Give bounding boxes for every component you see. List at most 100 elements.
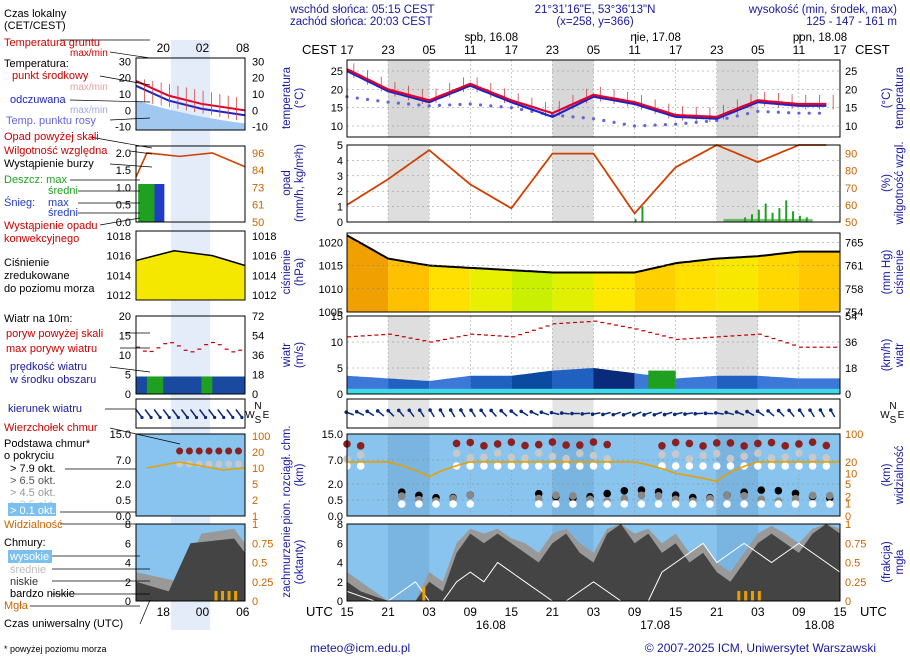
prec-rain-bar-7 — [792, 211, 795, 222]
axis-utc-hour-12: 15 — [833, 605, 847, 619]
legend-cbase-top-4 — [215, 447, 223, 455]
cbase-okt45-430 — [637, 491, 646, 500]
cloud-tick-right-3: 0.75 — [845, 538, 866, 550]
temp-dew-point-120 — [427, 104, 431, 108]
legend-wdir-head-10 — [231, 415, 235, 420]
legend-convective: Wystąpienie opadu — [4, 220, 97, 232]
legend-cbase-mid-5 — [225, 460, 233, 468]
legend-perceived: odczuwana — [10, 94, 67, 106]
temp-dew-point-45 — [376, 99, 380, 103]
cbase-okt65-36 — [589, 451, 598, 460]
legend-wdir-head-4 — [176, 415, 180, 420]
prec-humidity-line — [346, 144, 827, 215]
legend-storm: Wystąpienie burzy — [4, 158, 94, 170]
legend-cloud-tick-l-2: 4 — [125, 558, 131, 570]
axis-day-top-2: pon, 18.08 — [793, 32, 847, 44]
legend-utc-hour-1: 00 — [196, 605, 210, 619]
cbase-top-2 — [356, 442, 365, 450]
cbase-okt65-34 — [576, 449, 584, 458]
legend-visibility: Widzialność — [4, 519, 63, 531]
legend-pres-tick-l-1: 1014 — [107, 270, 131, 282]
cbase-okt45-555 — [723, 491, 731, 500]
cbase-okt25-80 — [397, 500, 406, 508]
legend-gust-above: poryw powyżej skali — [6, 328, 103, 340]
legend-temp-tick-r-1: 0 — [252, 105, 258, 117]
footer-email[interactable]: meteo@icm.edu.pl — [310, 641, 410, 655]
cbase-okt65-60 — [754, 449, 762, 457]
cbase-top-54 — [712, 439, 721, 447]
legend-prec-tick-l-3: 1.5 — [116, 165, 131, 177]
cbase-okt01-66 — [795, 462, 803, 470]
cbase-okt25-680 — [808, 500, 817, 508]
axis-utc-hour-5: 21 — [546, 605, 560, 619]
legend-pres-tick-r-0: 1012 — [252, 290, 276, 302]
cbase-okt65-64 — [781, 453, 790, 461]
wdir-head-0 — [344, 410, 349, 414]
temp-dew-point-660 — [797, 111, 801, 115]
left-axis-label-pressure-1: (hPa) — [294, 258, 306, 286]
legend-wind-tick-l-4: 20 — [119, 311, 131, 323]
wdir-frame — [346, 398, 841, 429]
legend-local-hour-0: 20 — [157, 41, 171, 55]
cloud-fog-bar-early — [422, 587, 426, 601]
cbase-okt45-280 — [534, 494, 543, 503]
legend-okt-3: > 4.5 okt. — [10, 487, 56, 499]
temp-dew-point-135 — [437, 103, 442, 107]
cbase-okt65-24 — [507, 453, 516, 462]
pres-tick-right-3: 765 — [845, 237, 863, 249]
cloud-tick-right-2: 0.5 — [845, 558, 860, 570]
axis-local-hour-11: 11 — [793, 43, 806, 57]
wind-area-5 — [552, 368, 594, 394]
cbase-okt65-2 — [356, 450, 365, 459]
coords-text: 21°31'16"E, 53°36'13"N — [535, 4, 656, 16]
legend-cbase-top-3 — [205, 447, 213, 455]
temp-dew-point-240 — [509, 106, 513, 110]
prec-night-0 — [388, 145, 430, 222]
legend-okt-1: > 7.9 okt. — [10, 463, 56, 475]
cbase-okt25-430 — [637, 500, 646, 508]
legend-cbase-top-2 — [195, 447, 203, 455]
cbase-top-28 — [534, 440, 543, 449]
cbase-okt65-56 — [726, 454, 735, 463]
cbase-top-18 — [466, 438, 475, 447]
legend-prec-tick-r-4: 96 — [252, 148, 264, 160]
legend-wdir-arrow-9 — [217, 409, 225, 418]
prec-tick-left-2: 2 — [337, 186, 343, 198]
legend-panel-cbase-bg — [136, 434, 245, 516]
legend-convective-2: konwekcyjnego — [4, 233, 79, 245]
cbase-top-70 — [822, 441, 831, 450]
compass-w: W — [880, 410, 890, 421]
cbase-okt65-38 — [603, 455, 611, 463]
temp-dew-point-495 — [684, 121, 688, 125]
temp-dew-point-15 — [355, 96, 359, 100]
legend-panel-pres-frame — [135, 230, 246, 301]
legend-panel-wdir-frame — [135, 398, 246, 429]
temp-tick-right-0: 10 — [845, 121, 857, 133]
cbase-okt25-330 — [569, 500, 577, 508]
wdir-head-255 — [519, 409, 524, 414]
cbase-top-24 — [507, 438, 516, 446]
cbase-okt01-38 — [603, 462, 611, 470]
cbase-top-34 — [576, 441, 584, 449]
altitude-label: wysokość (min, środek, max) — [748, 4, 897, 16]
wdir-head-600 — [755, 409, 760, 414]
legend-snow-mid: średni — [48, 207, 78, 219]
cbase-tick-right-5: 20 — [845, 457, 857, 469]
temp-dew-point-570 — [735, 114, 739, 118]
prec-rain-bar-6 — [785, 200, 788, 222]
legend-wdir-arrow-2 — [153, 409, 161, 418]
legend-cloud-fog-2 — [227, 591, 231, 601]
cbase-top-30 — [548, 438, 557, 446]
temp-dew-point-330 — [571, 115, 575, 119]
wdir-head-525 — [703, 411, 708, 416]
legend-pointer-3 — [69, 99, 151, 103]
axis-utc-hour-2: 03 — [422, 605, 436, 619]
cbase-top-64 — [781, 442, 790, 450]
legend-temp-tick-r-2: 10 — [252, 89, 264, 101]
wdir-night-0 — [388, 399, 430, 428]
prec-tick-right-3: 80 — [845, 166, 857, 178]
legend-wdir-head-8 — [213, 415, 217, 420]
compass-e: E — [898, 410, 905, 421]
wdir-head-270 — [529, 409, 534, 414]
